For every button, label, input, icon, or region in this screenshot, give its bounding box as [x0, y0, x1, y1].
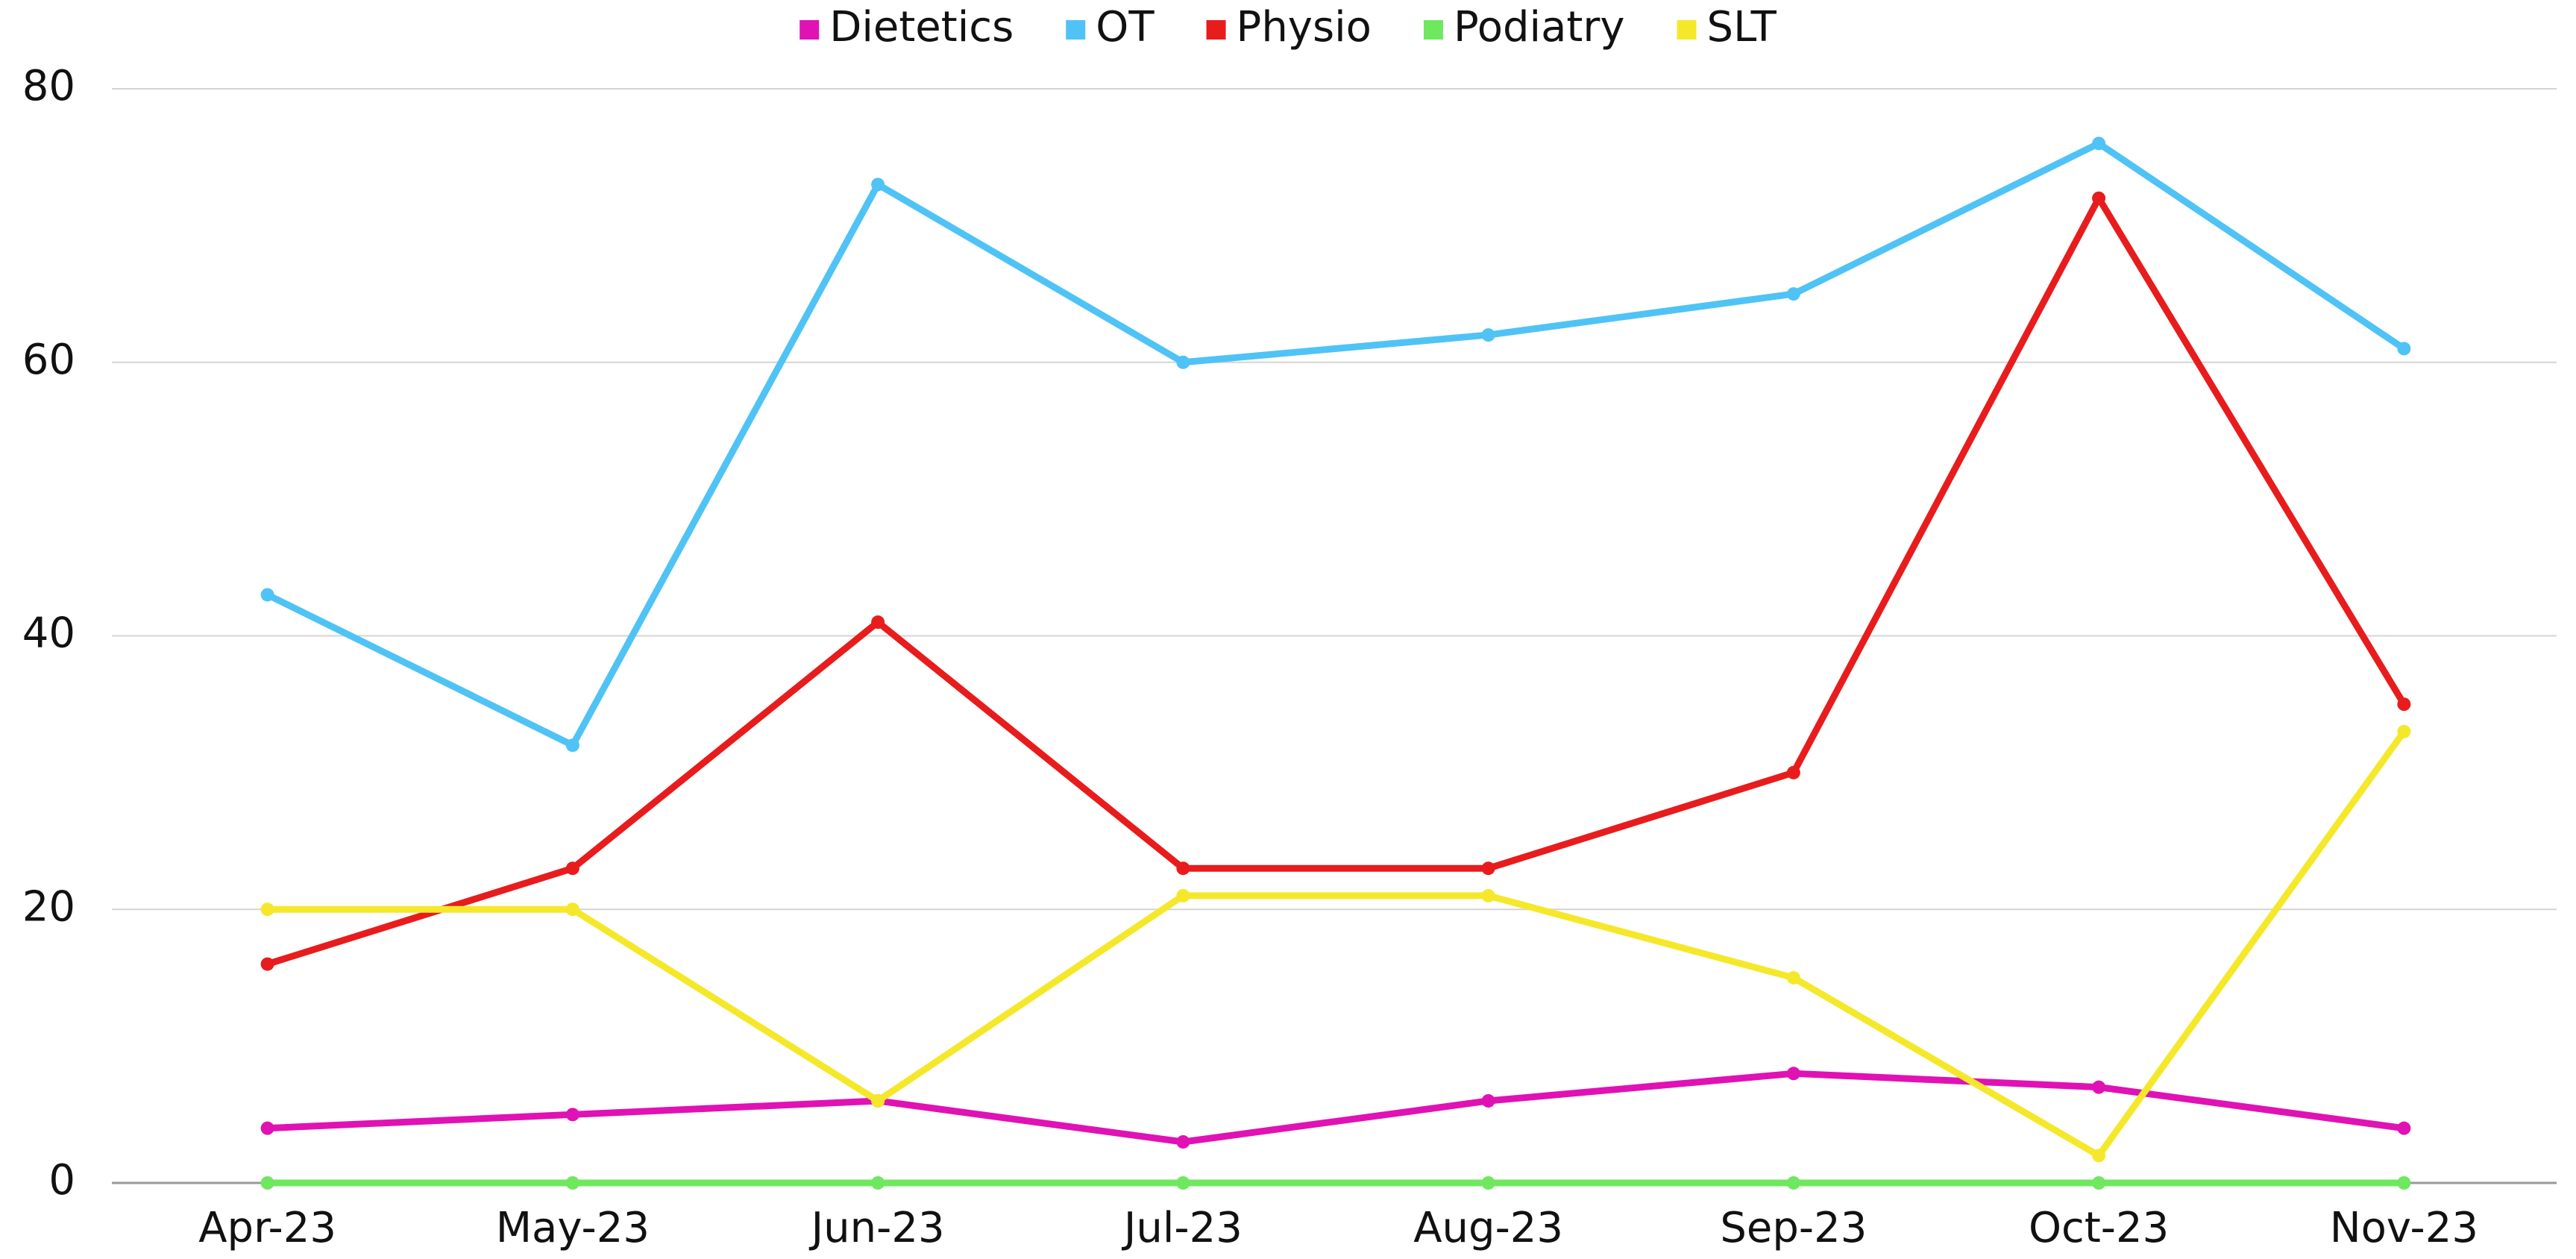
data-point	[2397, 1176, 2411, 1190]
data-point	[2397, 697, 2411, 712]
data-point	[2092, 136, 2106, 151]
data-point	[1481, 888, 1495, 902]
x-tick-label: Jul-23	[1122, 1204, 1243, 1252]
data-point	[1786, 765, 1800, 779]
data-point	[2092, 191, 2106, 205]
data-point	[260, 1121, 274, 1135]
data-point	[260, 902, 274, 917]
data-point	[260, 588, 274, 602]
y-tick-label: 60	[22, 336, 75, 384]
y-tick-label: 0	[48, 1156, 75, 1205]
data-point	[871, 1093, 885, 1108]
data-point	[2397, 1121, 2411, 1135]
data-point	[1786, 1067, 1800, 1081]
series-line	[266, 139, 2406, 749]
data-point	[1481, 328, 1495, 342]
data-point	[1176, 1176, 1190, 1190]
legend-swatch	[799, 20, 820, 40]
x-tick-label: Nov-23	[2330, 1204, 2478, 1252]
data-point	[2092, 1176, 2106, 1190]
data-point	[1481, 1176, 1495, 1190]
legend-label: Dietetics	[829, 3, 1014, 51]
data-point	[1176, 1134, 1190, 1149]
data-point	[565, 861, 579, 876]
data-point	[871, 615, 885, 630]
series-line	[267, 729, 2407, 1159]
data-point	[1786, 1176, 1800, 1190]
legend-swatch	[1677, 20, 1697, 40]
data-point	[565, 1176, 579, 1190]
data-point	[1786, 287, 1800, 301]
series-line	[267, 1070, 2404, 1146]
y-tick-label: 40	[22, 609, 75, 658]
x-tick-label: May-23	[496, 1204, 650, 1252]
legend-label: SLT	[1707, 3, 1777, 51]
legend-swatch	[1066, 20, 1086, 40]
data-point	[1176, 861, 1190, 876]
legend-swatch	[1206, 20, 1226, 40]
data-point	[871, 178, 885, 192]
legend: Dietetics OT Physio Podiatry SLT	[799, 3, 1777, 51]
legend-swatch	[1423, 20, 1443, 40]
data-point	[871, 1176, 885, 1190]
data-point	[260, 1176, 274, 1190]
legend-label: Podiatry	[1454, 3, 1625, 51]
data-point	[2092, 1149, 2106, 1163]
data-point	[260, 957, 274, 971]
x-tick-label: Apr-23	[198, 1204, 336, 1252]
data-point	[2397, 342, 2411, 356]
data-point	[565, 1108, 579, 1122]
y-tick-label: 20	[22, 882, 75, 931]
data-point	[565, 902, 579, 917]
data-point	[565, 738, 579, 753]
data-point	[2397, 724, 2411, 738]
data-point	[1481, 1093, 1495, 1108]
data-point	[1481, 861, 1495, 876]
y-tick-label: 80	[22, 62, 75, 110]
x-tick-label: Oct-23	[2029, 1204, 2169, 1252]
x-tick-label: Sep-23	[1720, 1204, 1867, 1252]
series-line	[266, 195, 2407, 967]
x-tick-label: Jun-23	[809, 1204, 945, 1252]
x-tick-label: Aug-23	[1413, 1204, 1563, 1252]
data-point	[1176, 355, 1190, 369]
data-point	[1176, 888, 1190, 902]
legend-label: OT	[1096, 3, 1155, 51]
legend-label: Physio	[1237, 3, 1372, 51]
data-point	[1786, 970, 1800, 985]
data-point	[2092, 1080, 2106, 1094]
